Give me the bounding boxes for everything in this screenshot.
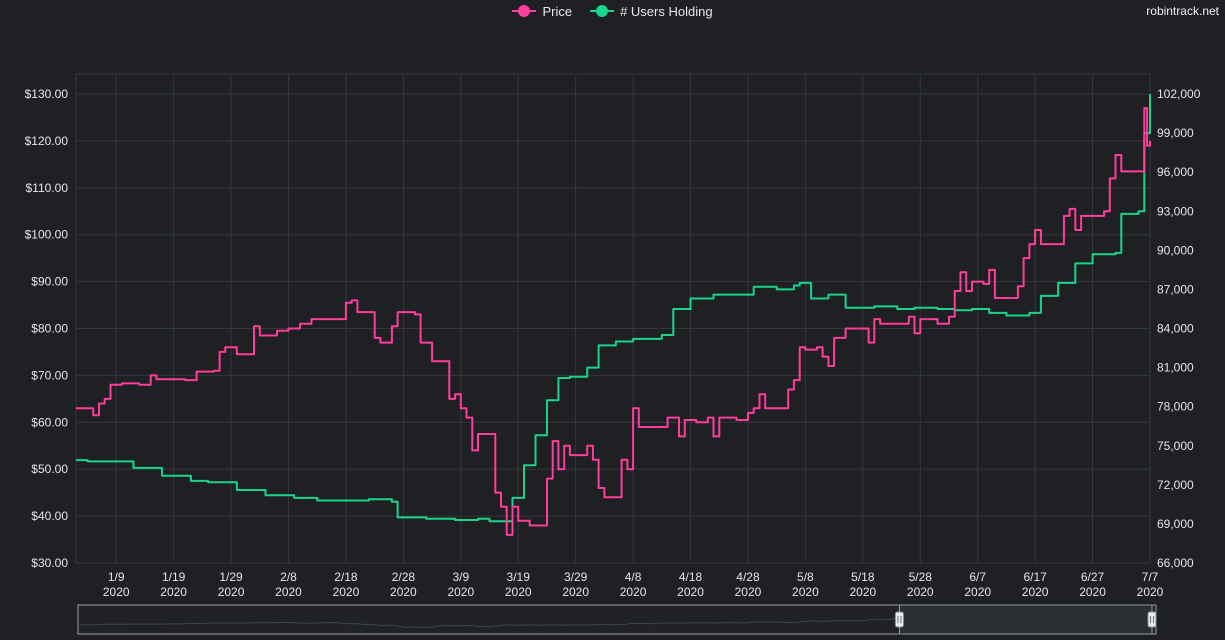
- year-tick-label: 2020: [792, 585, 819, 599]
- year-tick-label: 2020: [620, 585, 647, 599]
- users-tick-label: 96,000: [1157, 165, 1194, 179]
- users-tick-label: 81,000: [1157, 361, 1194, 375]
- price-tick-label: $30.00: [31, 556, 68, 570]
- year-tick-label: 2020: [562, 585, 589, 599]
- legend-label-users-holding: # Users Holding: [620, 3, 713, 19]
- watermark: robintrack.net: [1146, 4, 1219, 18]
- users-tick-label: 102,000: [1157, 87, 1201, 101]
- year-tick-label: 2020: [677, 585, 704, 599]
- date-tick-label: 5/28: [909, 570, 933, 584]
- price-tick-label: $90.00: [31, 275, 68, 289]
- date-tick-label: 3/29: [564, 570, 588, 584]
- price-tick-label: $110.00: [26, 181, 69, 195]
- date-tick-label: 4/8: [625, 570, 642, 584]
- price-axis: $30.00 $40.00 $50.00 $60.00 $70.00 $80.00 $90.…: [25, 87, 69, 570]
- date-tick-label: 1/19: [162, 570, 186, 584]
- date-tick-label: 3/19: [507, 570, 531, 584]
- year-tick-label: 2020: [103, 585, 130, 599]
- date-tick-label: 7/7: [1142, 570, 1159, 584]
- date-tick-label: 6/7: [969, 570, 986, 584]
- navigator-right-handle[interactable]: [1147, 611, 1157, 628]
- price-tick-label: $100.00: [25, 228, 69, 242]
- users-tick-label: 78,000: [1157, 400, 1194, 414]
- legend-item-price[interactable]: Price: [512, 4, 572, 19]
- year-tick-label: 2020: [333, 585, 360, 599]
- users-tick-label: 99,000: [1157, 126, 1194, 140]
- navigator-outside-shade: [899, 606, 1152, 633]
- date-tick-label: 1/29: [219, 570, 243, 584]
- users-holding-line: [76, 94, 1151, 523]
- price-tick-label: $50.00: [31, 462, 68, 476]
- users-tick-label: 75,000: [1157, 439, 1194, 453]
- navigator-left-handle[interactable]: [894, 611, 904, 628]
- date-tick-label: 2/28: [392, 570, 416, 584]
- date-tick-label: 5/8: [797, 570, 814, 584]
- date-tick-label: 1/9: [108, 570, 125, 584]
- users-tick-label: 66,000: [1157, 556, 1194, 570]
- price-line: [76, 107, 1151, 536]
- date-tick-label: 6/17: [1023, 570, 1047, 584]
- date-tick-label: 6/27: [1081, 570, 1105, 584]
- price-tick-label: $70.00: [31, 368, 68, 382]
- year-tick-label: 2020: [160, 585, 187, 599]
- users-legend-marker-icon: [590, 5, 615, 17]
- price-tick-label: $80.00: [31, 322, 68, 336]
- year-tick-label: 2020: [218, 585, 245, 599]
- year-tick-label: 2020: [849, 585, 876, 599]
- date-tick-label: 2/8: [280, 570, 297, 584]
- navigator-preview-line: [77, 617, 900, 628]
- year-tick-label: 2020: [505, 585, 532, 599]
- date-tick-label: 4/28: [736, 570, 760, 584]
- price-tick-label: $130.00: [25, 87, 69, 101]
- year-tick-label: 2020: [1137, 585, 1164, 599]
- year-tick-label: 2020: [447, 585, 474, 599]
- legend: Price # Users Holding: [0, 2, 1225, 20]
- price-tick-label: $40.00: [31, 509, 68, 523]
- range-navigator[interactable]: [77, 604, 1157, 635]
- date-tick-label: 3/9: [452, 570, 469, 584]
- grid-lines: [75, 73, 1151, 564]
- users-tick-label: 72,000: [1157, 478, 1194, 492]
- date-axis: 1/920201/1920201/2920202/820202/1820202/…: [103, 570, 1164, 599]
- users-tick-label: 69,000: [1157, 517, 1194, 531]
- year-tick-label: 2020: [390, 585, 417, 599]
- price-legend-marker-icon: [512, 5, 537, 17]
- year-tick-label: 2020: [907, 585, 934, 599]
- date-tick-label: 2/18: [334, 570, 358, 584]
- users-tick-label: 84,000: [1157, 322, 1194, 336]
- price-tick-label: $60.00: [31, 415, 68, 429]
- legend-item-users-holding[interactable]: # Users Holding: [590, 4, 713, 19]
- year-tick-label: 2020: [1079, 585, 1106, 599]
- price-tick-label: $120.00: [25, 134, 69, 148]
- plot-area: [76, 94, 1151, 536]
- year-tick-label: 2020: [735, 585, 762, 599]
- year-tick-label: 2020: [964, 585, 991, 599]
- year-tick-label: 2020: [275, 585, 302, 599]
- date-tick-label: 5/18: [851, 570, 875, 584]
- users-axis: 66,000 69,000 72,000 75,000 78,000 81,000 84,0…: [1157, 87, 1201, 570]
- users-tick-label: 93,000: [1157, 204, 1194, 218]
- legend-label-price: Price: [542, 3, 573, 19]
- date-tick-label: 4/18: [679, 570, 703, 584]
- users-tick-label: 87,000: [1157, 282, 1194, 296]
- users-tick-label: 90,000: [1157, 243, 1194, 257]
- year-tick-label: 2020: [1022, 585, 1049, 599]
